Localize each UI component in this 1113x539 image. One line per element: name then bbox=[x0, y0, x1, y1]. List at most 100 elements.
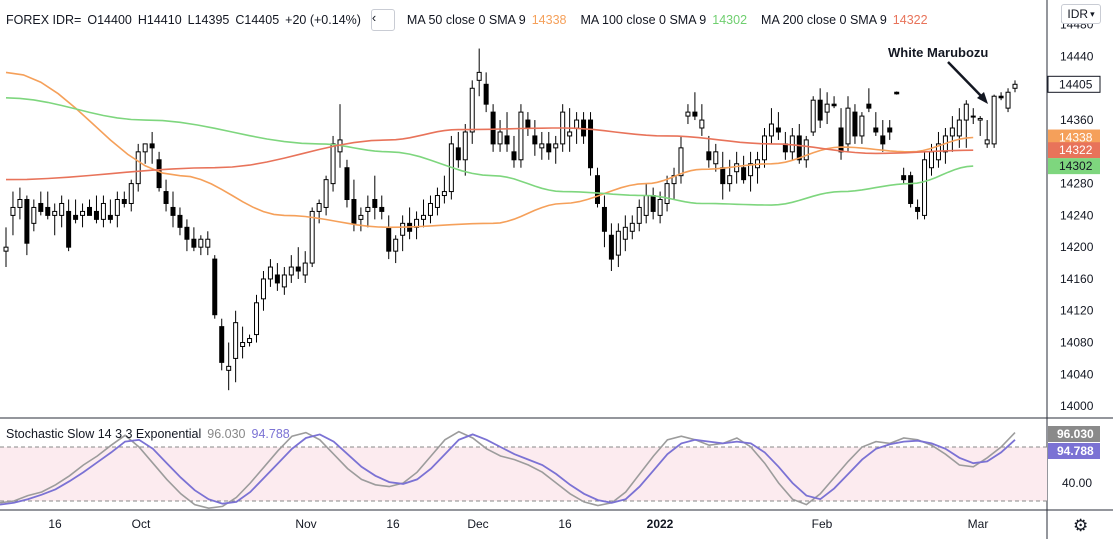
candle-body bbox=[400, 222, 406, 236]
candle-body bbox=[546, 143, 552, 153]
stochastic-line-k bbox=[0, 430, 1016, 510]
candle-body bbox=[998, 95, 1004, 99]
time-tick-label: Dec bbox=[467, 517, 488, 531]
collapse-legend-button[interactable]: ‹ bbox=[370, 9, 395, 31]
candle-body bbox=[421, 214, 427, 220]
price-tick-label: 14120 bbox=[1060, 304, 1094, 318]
candle-body bbox=[80, 210, 86, 216]
candle-body bbox=[309, 210, 315, 264]
candle-body bbox=[177, 214, 183, 228]
open-value: O14400 bbox=[87, 13, 132, 27]
candle-body bbox=[330, 143, 336, 185]
ma50-value: 14338 bbox=[531, 13, 567, 27]
candle-body bbox=[803, 139, 809, 161]
candle-body bbox=[908, 175, 914, 204]
time-tick-label: Mar bbox=[968, 517, 989, 531]
candle-body bbox=[887, 127, 893, 133]
candle-body bbox=[567, 131, 573, 137]
close-value: C14405 bbox=[235, 13, 280, 27]
price-tick-label: 14440 bbox=[1060, 49, 1094, 63]
candle-body bbox=[977, 117, 983, 121]
candle-body bbox=[288, 266, 294, 276]
candle-body bbox=[323, 179, 329, 208]
candle-body bbox=[163, 191, 169, 204]
candle-body bbox=[761, 135, 767, 161]
price-tag-last bbox=[1047, 75, 1101, 93]
candle-body bbox=[852, 111, 858, 137]
candle-body bbox=[817, 99, 823, 121]
candle-body bbox=[845, 107, 851, 145]
candle-body bbox=[866, 103, 872, 109]
candle-body bbox=[274, 274, 280, 284]
ma50-label: MA 50 close 0 SMA 9 bbox=[406, 13, 526, 27]
ma-line-ma200 bbox=[5, 127, 974, 181]
candle-body bbox=[66, 210, 72, 248]
candle-body bbox=[678, 147, 684, 177]
candle-body bbox=[59, 202, 65, 216]
currency-select[interactable]: IDR ▾ bbox=[1061, 4, 1101, 24]
candle-body bbox=[427, 202, 433, 216]
candle-body bbox=[87, 206, 93, 216]
candle-body bbox=[956, 119, 962, 137]
candle-body bbox=[233, 322, 239, 359]
candle-body bbox=[789, 135, 795, 153]
chevron-down-icon: ▾ bbox=[1090, 8, 1095, 19]
candle-body bbox=[205, 238, 211, 248]
candle-body bbox=[922, 159, 928, 216]
candle-body bbox=[52, 210, 58, 216]
candle-body bbox=[831, 103, 837, 107]
stochastic-k-tag bbox=[1048, 426, 1100, 442]
candle-body bbox=[657, 199, 663, 216]
gear-icon[interactable]: ⚙ bbox=[1073, 516, 1089, 535]
candle-body bbox=[267, 266, 273, 280]
price-tick-label: 14080 bbox=[1060, 336, 1094, 350]
candle-body bbox=[629, 222, 635, 232]
candle-body bbox=[226, 365, 232, 371]
candle-body bbox=[358, 214, 364, 220]
candle-body bbox=[114, 199, 120, 216]
stochastic-d-tag-label: 94.788 bbox=[1057, 444, 1094, 458]
candle-body bbox=[490, 111, 496, 145]
stochastic-band bbox=[0, 447, 1047, 501]
ma200-value: 14322 bbox=[892, 13, 928, 27]
price-tag-label: 14322 bbox=[1059, 143, 1093, 157]
candle-body bbox=[260, 278, 266, 300]
candle-body bbox=[539, 143, 545, 149]
candle-body bbox=[17, 199, 23, 208]
candle-body bbox=[156, 159, 162, 189]
candle-body bbox=[608, 234, 614, 260]
stochastic-d-value: 94.788 bbox=[251, 427, 290, 441]
time-tick-label: Nov bbox=[295, 517, 316, 531]
candle-body bbox=[727, 175, 733, 185]
candle-body bbox=[455, 147, 461, 161]
candle-body bbox=[574, 119, 580, 129]
candle-body bbox=[713, 151, 719, 165]
candle-body bbox=[748, 163, 754, 177]
candle-body bbox=[838, 127, 844, 153]
candle-body bbox=[810, 99, 816, 133]
candle-body bbox=[636, 206, 642, 224]
candle-body bbox=[796, 135, 802, 161]
candle-body bbox=[483, 83, 489, 105]
time-tick-label: Oct bbox=[132, 517, 151, 531]
annotation-arrow bbox=[947, 61, 986, 101]
annotation-label: White Marubozu bbox=[888, 45, 988, 60]
candle-body bbox=[351, 199, 357, 224]
candle-body bbox=[720, 167, 726, 185]
candle-body bbox=[3, 246, 9, 252]
candle-body bbox=[601, 206, 607, 232]
candle-body bbox=[497, 131, 503, 145]
price-tick-label: 14240 bbox=[1060, 208, 1094, 222]
candle-body bbox=[295, 266, 301, 272]
candle-body bbox=[469, 87, 475, 133]
candle-body bbox=[184, 226, 190, 240]
candle-body bbox=[970, 115, 976, 118]
candle-body bbox=[741, 167, 747, 181]
candle-body bbox=[588, 119, 594, 169]
candle-body bbox=[873, 127, 879, 133]
candle-body bbox=[379, 206, 385, 212]
ma200-label: MA 200 close 0 SMA 9 bbox=[761, 13, 887, 27]
price-tick-label: 14200 bbox=[1060, 240, 1094, 254]
